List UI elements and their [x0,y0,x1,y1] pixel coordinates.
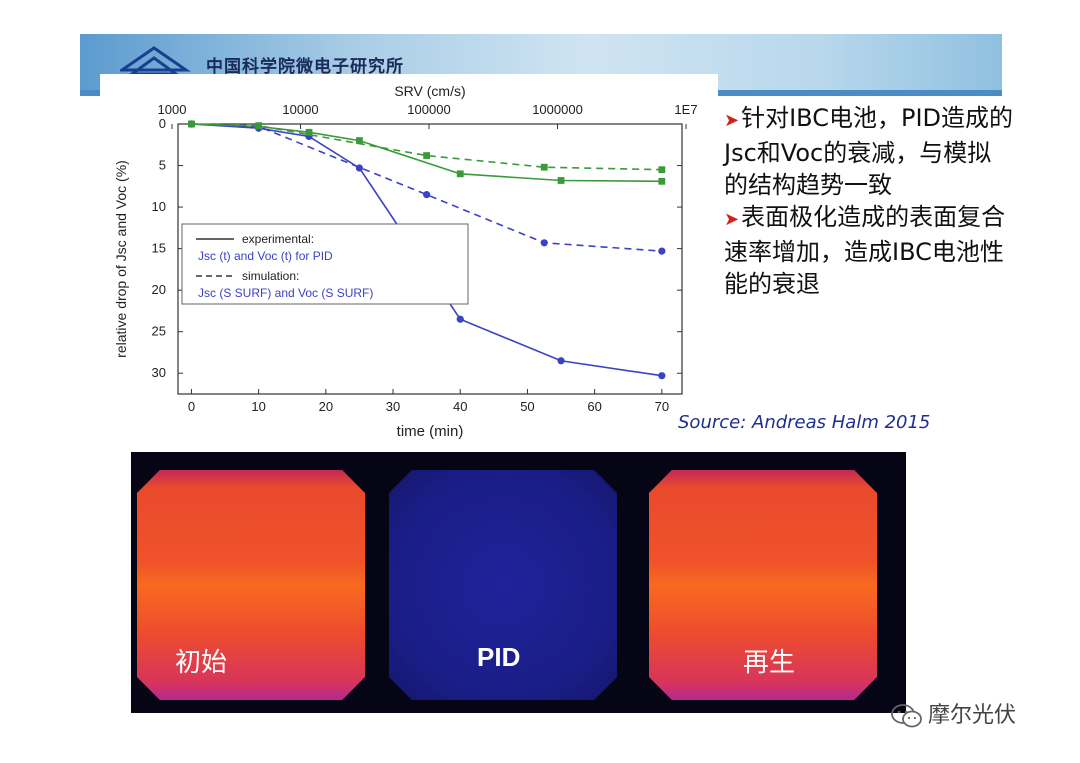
y-tick-label: 15 [152,241,166,256]
note-text-2: 表面极化造成的表面复合速率增加，造成IBC电池性能的衰退 [724,203,1006,298]
x-axis-label: time (min) [397,423,464,440]
el-label-pid: PID [477,642,521,672]
series-point-3 [255,122,263,130]
el-label-regenerated: 再生 [743,648,796,678]
series-point-1 [557,177,565,184]
series-point-3 [423,152,431,159]
arrow-bullet-icon: ➤ [724,209,740,230]
legend-box [181,223,469,305]
legend-experimental-desc: Jsc (t) and Voc (t) for PID [198,249,333,263]
wechat-watermark: 摩尔光伏 [890,697,1016,729]
top-tick-label: 1000000 [532,102,583,117]
series-point-3 [188,120,195,128]
y-tick-label: 20 [152,282,166,297]
series-point-1 [658,177,666,185]
series-point-3 [540,163,548,171]
x-tick-label: 60 [587,399,601,414]
pid-degradation-chart: 0 10 20 30 40 50 60 70 0 5 10 15 20 25 30 1000 10000 1000… [113,83,698,440]
note-text-1: 针对IBC电池，PID造成的Jsc和Voc的衰减，与模拟的结构趋势一致 [724,104,1014,199]
x-tick-label: 0 [188,399,195,414]
institute-name: 中国科学院微电子研究所 [206,57,404,77]
chart-panel: 0 10 20 30 40 50 60 70 0 5 10 15 20 25 30 1000 10000 1000… [100,74,718,444]
series-point-3 [658,166,666,174]
series-point-1 [456,170,464,178]
x-tick-label: 30 [386,399,400,414]
top-tick-label: 1000 [158,102,187,117]
el-cell-regenerated [649,470,877,700]
series-line-2 [191,123,662,252]
top-tick-label: 10000 [282,102,318,117]
series-point-2 [658,247,666,255]
el-cell-initial [137,470,365,700]
arrow-bullet-icon: ➤ [724,110,740,131]
x-tick-label: 70 [655,399,669,414]
y-tick-label: 0 [159,116,166,131]
note-bullet-2: ➤表面极化造成的表面复合速率增加，造成IBC电池性能的衰退 [724,201,1014,300]
series-point-1 [305,128,313,136]
y-tick-label: 10 [152,199,166,214]
el-cell-pid [389,470,617,700]
x-tick-label: 40 [453,399,467,414]
plot-frame [177,123,683,395]
series-point-2 [540,239,548,247]
source-citation: Source: Andreas Halm 2015 [678,412,931,433]
top-tick-label: 1E7 [674,102,697,117]
x-tick-label: 10 [251,399,265,414]
watermark-text: 摩尔光伏 [928,703,1017,728]
series-point-0 [456,315,464,323]
legend-simulation-desc: Jsc (S SURF) and Voc (S SURF) [198,286,373,300]
x-tick-label: 50 [520,399,534,414]
notes-text: ➤针对IBC电池，PID造成的Jsc和Voc的衰减，与模拟的结构趋势一致 ➤表面… [724,102,1014,300]
series-point-1 [356,137,363,145]
wechat-icon [891,704,922,728]
el-label-initial: 初始 [175,648,228,678]
top-tick-label: 100000 [407,102,450,117]
el-images-panel: 初始 PID 再生 [131,452,906,713]
series-point-2 [423,191,431,199]
top-axis-label: SRV (cm/s) [394,83,465,99]
legend-simulation-title: simulation: [242,269,299,283]
legend-experimental-title: experimental: [242,232,314,246]
note-bullet-1: ➤针对IBC电池，PID造成的Jsc和Voc的衰减，与模拟的结构趋势一致 [724,102,1014,201]
series-point-0 [557,357,565,365]
x-tick-label: 20 [319,399,333,414]
y-tick-label: 5 [159,158,166,173]
y-tick-label: 25 [152,324,166,339]
series-point-0 [658,372,666,380]
y-tick-label: 30 [152,365,166,380]
y-axis-label: relative drop of Jsc and Voc (%) [113,160,129,358]
